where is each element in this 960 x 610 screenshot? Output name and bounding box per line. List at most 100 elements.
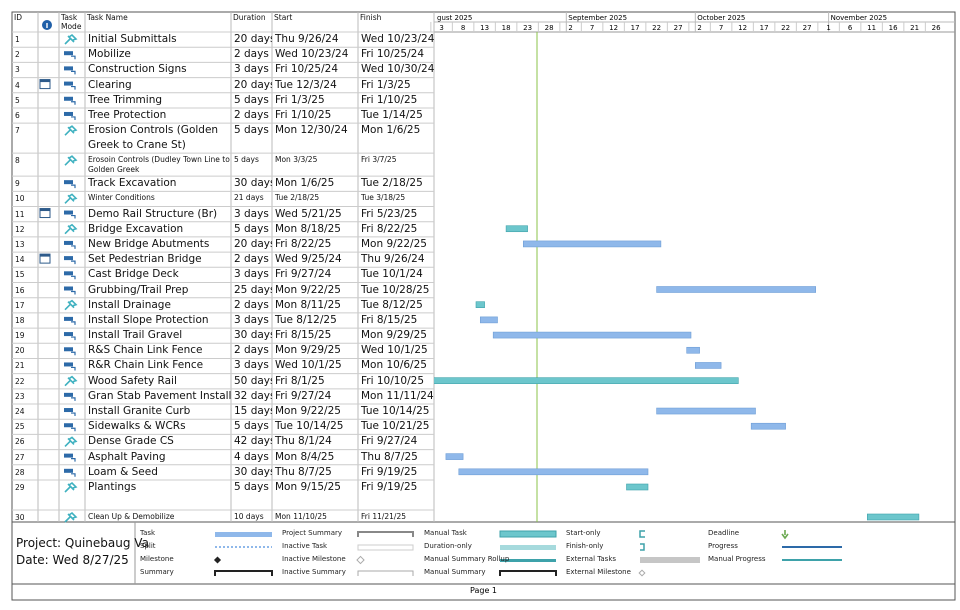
legend-symbol [781, 530, 789, 540]
auto-mode-icon [64, 51, 73, 56]
task-name: Tree Protection [88, 108, 167, 121]
task-id: 18 [15, 315, 25, 325]
task-finish: Fri 9/19/25 [361, 465, 418, 478]
task-finish: Thu 9/26/24 [361, 253, 425, 266]
task-id: 5 [15, 95, 20, 105]
task-bar [656, 286, 816, 293]
task-id: 1 [15, 35, 20, 44]
task-start: Mon 1/6/25 [275, 177, 335, 190]
auto-mode-icon [64, 256, 73, 261]
task-duration: 5 days [234, 93, 269, 106]
auto-mode-icon [64, 468, 73, 473]
legend-label: Deadline [708, 529, 740, 537]
legend-symbol [639, 530, 645, 538]
task-bar [626, 483, 649, 491]
auto-mode-arrow [71, 427, 76, 432]
task-start: Fri 1/10/25 [275, 108, 332, 121]
day-label: 26 [932, 24, 941, 32]
day-label: 2 [568, 24, 572, 32]
header-finish: Finish [360, 13, 382, 22]
task-start: Wed 5/21/25 [275, 207, 342, 220]
task-id: 17 [15, 300, 25, 310]
day-label: 11 [867, 24, 876, 32]
day-label: 12 [738, 24, 747, 32]
task-finish: Fri 5/23/25 [361, 207, 418, 220]
task-start: Fri 9/27/24 [275, 268, 332, 281]
header-duration: Duration [233, 13, 266, 22]
task-finish: Fri 11/21/25 [361, 512, 407, 521]
task-duration: 20 days [234, 237, 272, 250]
auto-mode-arrow [71, 366, 76, 371]
task-name: Gran Stab Pavement Install [88, 389, 231, 402]
auto-mode-icon [64, 408, 73, 413]
task-duration: 20 days [234, 78, 272, 91]
month-label: gust 2025 [437, 14, 472, 22]
task-bar [750, 422, 786, 430]
task-finish: Tue 3/18/25 [361, 193, 406, 203]
legend-label: Milestone [140, 555, 174, 563]
task-duration: 30 days [234, 329, 272, 342]
auto-mode-arrow [71, 245, 76, 249]
task-duration: 2 days [234, 108, 269, 121]
auto-mode-icon [64, 453, 73, 458]
day-label: 27 [803, 24, 812, 32]
manual-mode-icon [64, 33, 78, 45]
task-id: 19 [15, 331, 25, 341]
legend-label: Inactive Task [282, 542, 328, 550]
manual-mode-icon [64, 375, 78, 387]
legend-label: Inactive Summary [282, 568, 346, 576]
legend-symbol [214, 570, 273, 576]
task-name: Bridge Excavation [88, 222, 184, 235]
task-duration: 5 days [234, 420, 269, 433]
day-label: 2 [697, 24, 701, 32]
task-bar [866, 513, 920, 521]
task-start: Fri 8/1/25 [275, 374, 325, 387]
day-label: 7 [719, 24, 723, 32]
task-id: 21 [15, 361, 25, 371]
task-start: Mon 11/10/25 [275, 512, 327, 521]
info-icon-bar [46, 23, 48, 28]
task-finish: Tue 1/14/25 [361, 108, 423, 121]
task-finish: Tue 10/14/25 [361, 405, 430, 418]
legend-symbol [640, 557, 700, 563]
task-start: Mon 8/18/25 [275, 222, 341, 235]
month-label: September 2025 [568, 14, 627, 22]
task-duration: 5 days [234, 222, 269, 235]
auto-mode-arrow [71, 290, 76, 295]
auto-mode-arrow [71, 260, 76, 265]
legend-label: Manual Summary [424, 568, 486, 576]
task-bar [656, 407, 756, 415]
task-name: Grubbing/Trail Prep [88, 283, 189, 296]
task-name: Asphalt Paving [88, 450, 166, 463]
task-start: Thu 8/1/24 [275, 435, 332, 448]
legend-label: Finish-only [566, 542, 604, 550]
footer-frame [11, 583, 956, 601]
legend-label: Progress [708, 542, 738, 550]
task-name: Install Drainage [88, 298, 171, 311]
auto-mode-arrow [71, 397, 76, 401]
auto-mode-arrow [71, 101, 76, 105]
task-name: Loam & Seed [88, 465, 158, 478]
auto-mode-icon [64, 111, 73, 116]
task-start: Mon 9/15/25 [275, 481, 341, 493]
manual-mode-icon [64, 223, 78, 235]
task-start: Tue 2/18/25 [275, 193, 320, 203]
task-id: 29 [15, 483, 25, 492]
legend-symbol [357, 544, 414, 551]
legend-symbol [356, 555, 365, 565]
header-id: ID [14, 13, 22, 22]
task-start: Wed 9/25/24 [275, 253, 342, 266]
task-finish: Tue 2/18/25 [361, 177, 423, 190]
task-finish: Fri 9/19/25 [361, 481, 418, 493]
legend-label: Inactive Milestone [282, 555, 346, 563]
task-id: 11 [15, 209, 25, 219]
task-id: 16 [15, 285, 25, 295]
legend-symbol [640, 543, 645, 551]
day-label: 6 [848, 24, 853, 32]
task-id: 15 [15, 270, 25, 280]
legend-label: Manual Summary Rollup [424, 555, 510, 563]
task-id: 14 [15, 255, 25, 265]
task-name: Set Pedestrian Bridge [88, 253, 202, 266]
day-label: 17 [631, 24, 640, 32]
